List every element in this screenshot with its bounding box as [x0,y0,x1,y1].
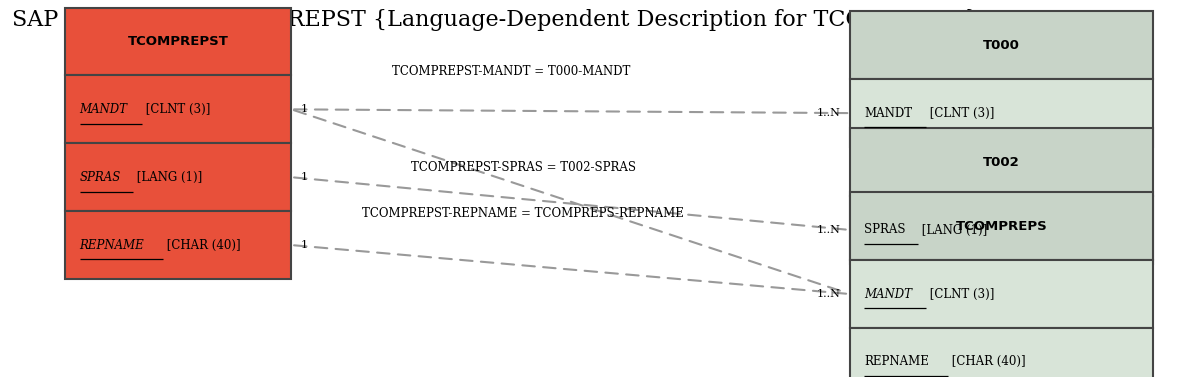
Bar [850,192,1153,260]
Text: SPRAS: SPRAS [80,171,121,184]
Text: [LANG (1)]: [LANG (1)] [918,224,987,236]
Text: TCOMPREPST-MANDT = T000-MANDT: TCOMPREPST-MANDT = T000-MANDT [392,65,630,78]
Text: 1: 1 [301,104,308,114]
Text: 1..N: 1..N [817,225,841,235]
Bar [850,128,1153,196]
Text: [LANG (1)]: [LANG (1)] [133,171,202,184]
Text: MANDT: MANDT [864,288,912,300]
Text: TCOMPREPST: TCOMPREPST [128,35,228,48]
Bar [65,143,291,211]
Text: TCOMPREPS: TCOMPREPS [956,220,1048,233]
Text: [CHAR (40)]: [CHAR (40)] [948,356,1026,368]
Text: 1: 1 [301,240,308,250]
Text: 1..N: 1..N [817,289,841,299]
Text: [CLNT (3)]: [CLNT (3)] [926,288,995,300]
Bar [850,79,1153,147]
Text: REPNAME: REPNAME [80,239,144,251]
Bar [65,75,291,143]
Text: 1: 1 [301,172,308,182]
Text: 1..N: 1..N [817,108,841,118]
Text: TCOMPREPST-SPRAS = T002-SPRAS: TCOMPREPST-SPRAS = T002-SPRAS [410,161,636,174]
Text: MANDT: MANDT [864,107,912,120]
Text: SPRAS: SPRAS [864,224,906,236]
Bar [65,8,291,75]
Text: [CHAR (40)]: [CHAR (40)] [163,239,241,251]
Bar [850,11,1153,79]
Bar [850,196,1153,264]
Text: REPNAME: REPNAME [864,356,930,368]
Text: [CLNT (3)]: [CLNT (3)] [141,103,210,116]
Bar [65,211,291,279]
Text: MANDT: MANDT [80,103,127,116]
Text: [CLNT (3)]: [CLNT (3)] [926,107,995,120]
Text: T002: T002 [983,156,1020,169]
Text: T000: T000 [983,39,1020,52]
Text: TCOMPREPST-REPNAME = TCOMPREPS-REPNAME: TCOMPREPST-REPNAME = TCOMPREPS-REPNAME [363,207,684,219]
Bar [850,260,1153,328]
Text: SAP ABAP table TCOMPREPST {Language-Dependent Description for TCOMPREPS}: SAP ABAP table TCOMPREPST {Language-Depe… [12,9,979,31]
Bar [850,328,1153,377]
